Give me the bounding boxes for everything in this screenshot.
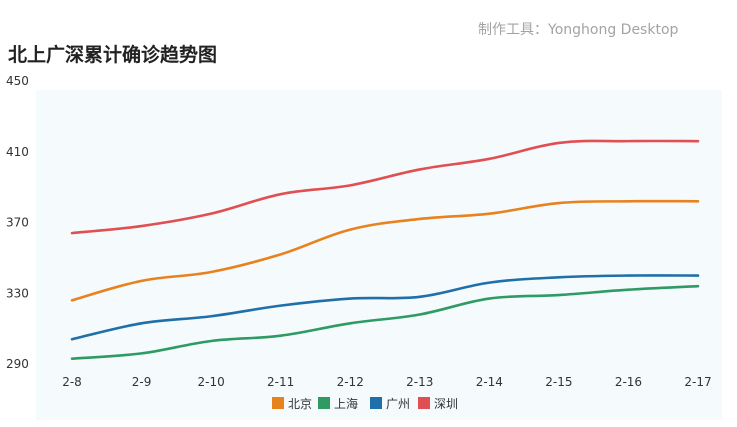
legend-label: 上海 bbox=[334, 396, 358, 411]
x-axis: 2-8 2-9 2-10 2-11 2-12 2-13 2-14 2-15 2-16 2-17 bbox=[62, 375, 711, 389]
legend-label: 北京 bbox=[288, 397, 312, 411]
series-line bbox=[70, 199, 700, 302]
x-tick-label: 2-14 bbox=[476, 375, 503, 389]
x-tick-label: 2-12 bbox=[337, 375, 364, 389]
y-tick-label: 370 bbox=[6, 216, 29, 230]
y-tick-label: 410 bbox=[6, 145, 29, 159]
credit-text: 制作工具：Yonghong Desktop bbox=[478, 22, 679, 38]
x-tick-label: 2-11 bbox=[267, 375, 294, 389]
x-tick-label: 2-15 bbox=[545, 375, 572, 389]
x-tick-label: 2-17 bbox=[684, 375, 711, 389]
x-tick-label: 2-8 bbox=[62, 375, 82, 389]
legend-label: 广州 bbox=[386, 397, 410, 411]
legend-item[interactable]: 广州 bbox=[370, 397, 410, 411]
y-tick-label: 290 bbox=[6, 357, 29, 371]
y-tick-label: 330 bbox=[6, 286, 29, 300]
series-line bbox=[70, 274, 700, 341]
chart-title: 北上广深累计确诊趋势图 bbox=[8, 44, 218, 66]
legend-item[interactable]: 深圳 bbox=[418, 397, 458, 411]
series-lines bbox=[70, 139, 700, 360]
legend-label: 深圳 bbox=[434, 397, 458, 411]
legend: 北京 上海 广州 深圳 bbox=[272, 396, 458, 411]
legend-swatch bbox=[318, 397, 330, 409]
legend-item[interactable]: 上海 bbox=[318, 396, 358, 411]
y-axis: 290 330 370 410 450 bbox=[6, 74, 29, 371]
y-tick-label: 450 bbox=[6, 74, 29, 88]
legend-swatch bbox=[272, 397, 284, 409]
x-tick-label: 2-16 bbox=[615, 375, 642, 389]
x-tick-label: 2-13 bbox=[406, 375, 433, 389]
legend-item[interactable]: 北京 bbox=[272, 397, 312, 411]
series-line bbox=[70, 139, 700, 235]
legend-swatch bbox=[418, 397, 430, 409]
plot-area bbox=[36, 90, 722, 420]
x-tick-label: 2-9 bbox=[132, 375, 152, 389]
series-line bbox=[70, 284, 700, 360]
legend-swatch bbox=[370, 397, 382, 409]
x-tick-label: 2-10 bbox=[197, 375, 224, 389]
